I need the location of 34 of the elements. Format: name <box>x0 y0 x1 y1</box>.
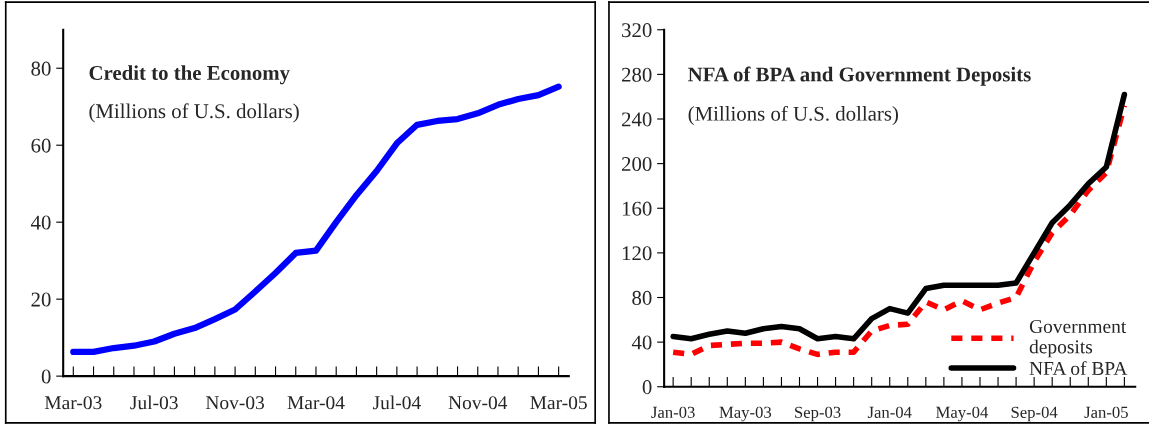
x-tick-label: Sep-03 <box>795 406 841 422</box>
x-tick-label: Mar-03 <box>44 396 102 410</box>
y-tick-label: 280 <box>621 67 652 82</box>
x-tick-label: Jan-04 <box>867 406 912 418</box>
legend-label: NFA of BPA <box>1029 361 1128 376</box>
y-tick-label: 80 <box>632 290 652 305</box>
y-tick-label: 0 <box>642 380 652 395</box>
y-tick-label: 0 <box>41 369 51 384</box>
y-tick-label: 20 <box>31 292 51 307</box>
y-tick-label: 200 <box>621 157 652 172</box>
y-tick-label: 80 <box>31 61 51 76</box>
x-tick-label: Jan-03 <box>651 406 695 418</box>
x-tick-label: Mar-04 <box>287 396 345 410</box>
text: (Millions of U.S. dollars) <box>688 105 898 125</box>
text: NFA of BPA and Government Deposits <box>688 66 1031 86</box>
x-tick-label: Jul-04 <box>372 395 421 410</box>
x-tick-label: Mar-05 <box>530 396 587 410</box>
y-tick-label: 120 <box>622 246 652 261</box>
y-tick-label: 160 <box>622 201 652 216</box>
text: Credit to the Economy <box>89 65 290 85</box>
x-tick-label: May-03 <box>719 406 772 422</box>
x-tick-label: Jan-05 <box>1084 406 1128 418</box>
x-tick-label: May-04 <box>936 406 989 422</box>
x-tick-label: Jul-03 <box>130 395 178 410</box>
y-tick-label: 40 <box>631 335 652 350</box>
x-tick-label: Sep-04 <box>1011 406 1058 422</box>
y-tick-label: 40 <box>30 215 51 230</box>
y-tick-label: 60 <box>31 138 51 153</box>
y-tick-label: 320 <box>622 23 652 38</box>
text: (Millions of U.S. dollars) <box>89 103 299 123</box>
x-tick-label: Nov-04 <box>448 396 508 410</box>
y-tick-label: 240 <box>621 112 652 127</box>
x-tick-label: Nov-03 <box>205 396 265 410</box>
legend-label: Government deposits <box>1029 319 1127 358</box>
